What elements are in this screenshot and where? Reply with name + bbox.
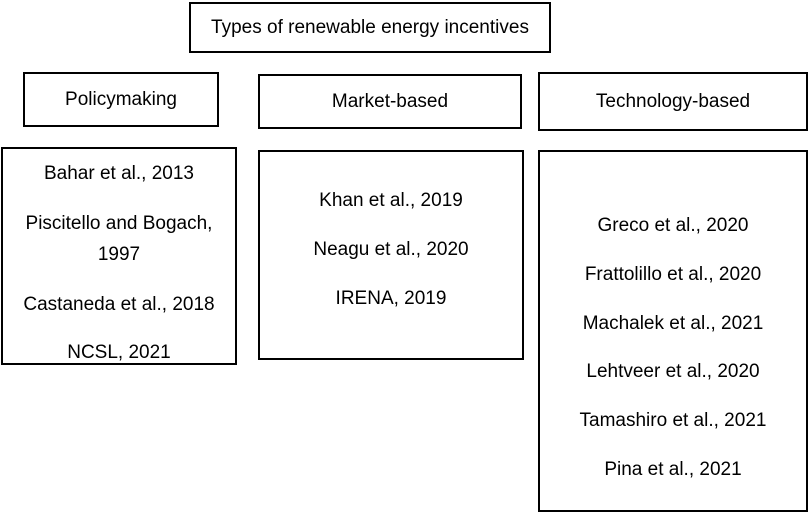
diagram-title: Types of renewable energy incentives — [211, 16, 529, 38]
reference-item: Machalek et al., 2021 — [582, 313, 764, 334]
category-label-technology-based: Technology-based — [595, 90, 751, 112]
reference-item: IRENA, 2019 — [335, 288, 447, 309]
reference-item: Tamashiro et al., 2021 — [579, 410, 767, 431]
reference-list-policymaking: Bahar et al., 2013 Piscitello and Bogach… — [1, 147, 237, 365]
reference-item: Pina et al., 2021 — [604, 459, 742, 480]
reference-item: Bahar et al., 2013 — [44, 163, 194, 184]
reference-item: Lehtveer et al., 2020 — [586, 361, 760, 382]
diagram-title-box: Types of renewable energy incentives — [189, 2, 551, 53]
reference-item: Neagu et al., 2020 — [313, 239, 469, 260]
reference-item: Khan et al., 2019 — [319, 190, 463, 211]
reference-list-market-based: Khan et al., 2019 Neagu et al., 2020 IRE… — [258, 150, 524, 360]
reference-item: Piscitello and Bogach, 1997 — [25, 213, 213, 265]
reference-item: Castaneda et al., 2018 — [23, 294, 215, 315]
category-label-policymaking: Policymaking — [65, 88, 177, 110]
category-box-technology-based: Technology-based — [538, 72, 808, 131]
reference-list-technology-based: Greco et al., 2020 Frattolillo et al., 2… — [538, 150, 808, 512]
category-box-market-based: Market-based — [258, 74, 522, 129]
reference-item: Frattolillo et al., 2020 — [584, 264, 762, 285]
category-box-policymaking: Policymaking — [23, 72, 219, 127]
category-label-market-based: Market-based — [331, 90, 449, 112]
reference-item: NCSL, 2021 — [67, 342, 171, 363]
reference-item: Greco et al., 2020 — [597, 215, 749, 236]
